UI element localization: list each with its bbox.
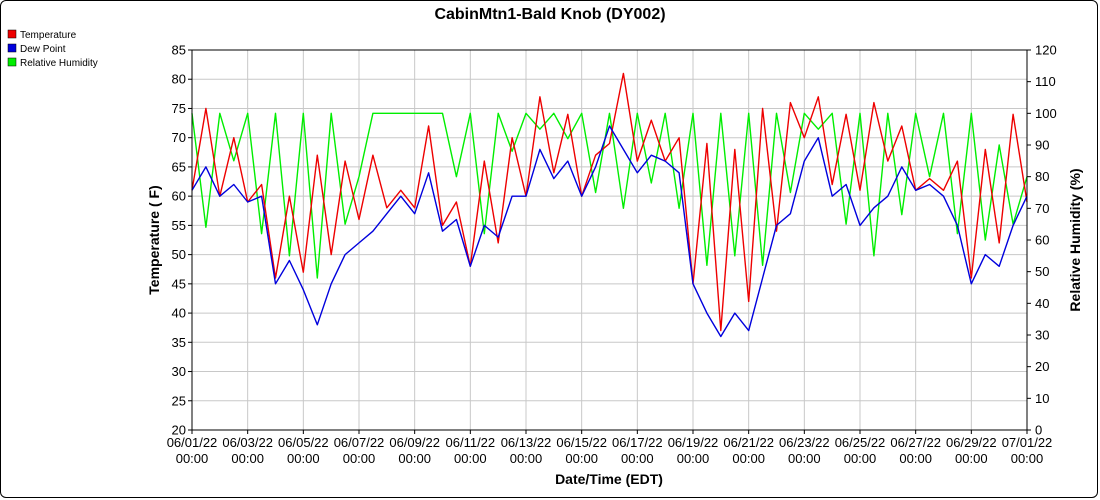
y-tick-label: 85 [172, 43, 186, 58]
chart-title: CabinMtn1-Bald Knob (DY002) [434, 6, 665, 23]
y-tick-label: 45 [172, 276, 186, 291]
y2-tick-label: 10 [1035, 391, 1049, 406]
legend-label-temperature: Temperature [20, 30, 77, 41]
y-tick-label: 70 [172, 130, 186, 145]
y2-tick-label: 20 [1035, 359, 1049, 374]
y2-tick-label: 100 [1035, 106, 1057, 121]
y2-tick-label: 50 [1035, 264, 1049, 279]
legend-swatch-dew-point [7, 43, 17, 53]
series-line-dew-point [191, 125, 1028, 338]
y2-tick-label: 40 [1035, 296, 1049, 311]
x-tick-label-date: 06/29/22 [946, 435, 997, 450]
y2-tick-label: 120 [1035, 43, 1057, 58]
x-tick-label-date: 06/21/22 [723, 435, 774, 450]
y-tick-label: 60 [172, 189, 186, 204]
y-tick-label: 35 [172, 335, 186, 350]
y2-tick-label: 110 [1035, 74, 1056, 89]
x-tick-label-date: 06/05/22 [278, 435, 329, 450]
x-tick-label-time: 00:00 [844, 451, 877, 466]
x-tick-label-date: 06/01/22 [167, 435, 218, 450]
y2-axis-title: Relative Humidity (%) [1067, 168, 1083, 311]
y-tick-label: 50 [172, 247, 186, 262]
x-tick-label-time: 00:00 [398, 451, 431, 466]
x-tick-label-date: 06/07/22 [334, 435, 385, 450]
x-tick-label-date: 06/23/22 [779, 435, 830, 450]
y2-tick-label: 30 [1035, 328, 1049, 343]
x-tick-label-time: 00:00 [231, 451, 264, 466]
x-axis-title: Date/Time (EDT) [555, 471, 663, 487]
plot-area-border [191, 49, 1028, 431]
x-tick-label-time: 00:00 [955, 451, 988, 466]
y-tick-label: 40 [172, 306, 186, 321]
y-tick-label: 55 [172, 218, 186, 233]
y2-tick-label: 90 [1035, 138, 1049, 153]
series-line-relative-humidity [191, 112, 1028, 279]
x-tick-label-time: 00:00 [621, 451, 654, 466]
x-tick-label-time: 00:00 [732, 451, 765, 466]
x-tick-label-date: 06/25/22 [835, 435, 886, 450]
x-tick-label-time: 00:00 [677, 451, 710, 466]
ticks-layer: 20 25 30 35 40 45 50 55 60 65 70 75 80 85 0 10 20 30 40 50 6… [167, 43, 1057, 467]
x-tick-label-date: 06/27/22 [890, 435, 941, 450]
y-axis-title: Temperature ( F) [146, 185, 162, 294]
x-tick-label-date: 06/19/22 [668, 435, 719, 450]
x-tick-label-date: 06/09/22 [389, 435, 440, 450]
x-tick-label-date: 06/11/22 [446, 435, 496, 450]
x-tick-label-time: 00:00 [1011, 451, 1044, 466]
x-tick-label-time: 00:00 [510, 451, 543, 466]
x-tick-label-time: 00:00 [343, 451, 376, 466]
x-tick-label-time: 00:00 [565, 451, 598, 466]
x-tick-label-time: 00:00 [788, 451, 821, 466]
x-tick-label-date: 07/01/22 [1002, 435, 1053, 450]
legend: Temperature Dew Point Relative Humidity [7, 29, 98, 69]
legend-swatch-temperature [7, 29, 17, 39]
y-tick-label: 75 [172, 101, 186, 116]
y-tick-label: 30 [172, 364, 186, 379]
x-tick-label-date: 06/17/22 [612, 435, 663, 450]
x-tick-label-date: 06/15/22 [556, 435, 607, 450]
grid-layer [191, 49, 1028, 431]
y-tick-label: 65 [172, 159, 186, 174]
x-tick-label-time: 00:00 [176, 451, 209, 466]
y2-tick-label: 70 [1035, 201, 1049, 216]
x-tick-label-time: 00:00 [287, 451, 320, 466]
y-tick-label: 20 [172, 423, 186, 438]
legend-swatch-relative-humidity [7, 57, 17, 67]
series-layer [191, 72, 1028, 338]
legend-label-relative-humidity: Relative Humidity [20, 58, 98, 69]
x-tick-label-time: 00:00 [899, 451, 932, 466]
x-tick-label-time: 00:00 [454, 451, 487, 466]
y2-tick-label: 80 [1035, 169, 1049, 184]
legend-label-dew-point: Dew Point [20, 44, 66, 55]
x-tick-label-date: 06/13/22 [501, 435, 552, 450]
y-tick-label: 80 [172, 72, 186, 87]
series-line-temperature [191, 72, 1028, 332]
x-tick-label-date: 06/03/22 [222, 435, 273, 450]
y-tick-label: 25 [172, 393, 186, 408]
y2-tick-label: 0 [1035, 423, 1042, 438]
y2-tick-label: 60 [1035, 233, 1049, 248]
